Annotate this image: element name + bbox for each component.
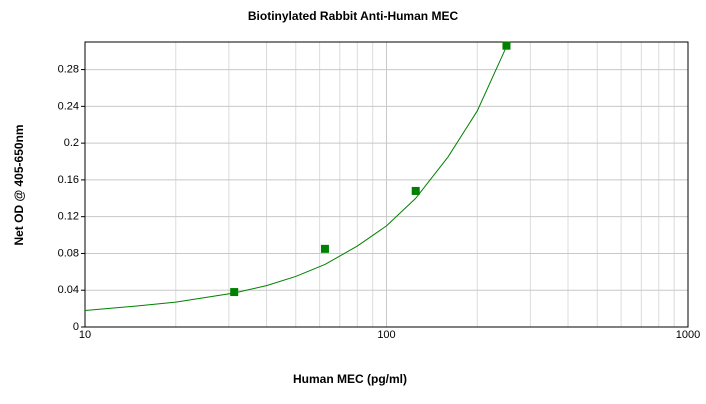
y-tick-label: 0.12 [58,211,79,223]
chart-title: Biotinylated Rabbit Anti-Human MEC [248,9,459,23]
y-tick-label: 0.16 [58,174,79,186]
y-tick-label: 0.08 [58,247,79,259]
x-axis-label: Human MEC (pg/ml) [293,372,407,386]
data-point [411,186,420,195]
x-tick-label: 10 [79,329,91,341]
plot-frame [84,41,689,328]
data-point [230,288,239,297]
y-tick-label: 0.24 [58,100,79,112]
data-point [502,41,511,50]
y-tick-label: 0.04 [58,284,79,296]
x-tick-label: 100 [377,329,395,341]
data-point [320,244,329,253]
y-axis-label: Net OD @ 405-650nm [12,124,26,245]
fit-curve [84,46,507,311]
y-tick-label: 0 [73,321,79,333]
y-tick-label: 0.2 [64,137,79,149]
y-tick-label: 0.28 [58,63,79,75]
x-tick-label: 1000 [676,329,700,341]
